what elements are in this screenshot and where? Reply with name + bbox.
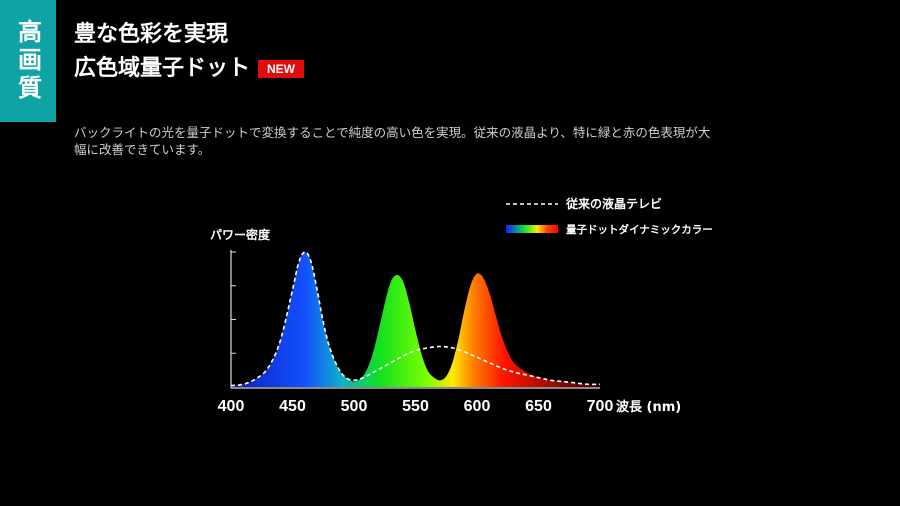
category-tag-label: 高画質 — [13, 19, 42, 103]
x-tick-label-450: 450 — [279, 398, 306, 415]
x-tick-labels: 400 450 500 550 600 650 700 — [218, 398, 614, 415]
x-tick-label-550: 550 — [402, 398, 429, 415]
x-tick-label-400: 400 — [218, 398, 245, 415]
series-quantum-dot-fill — [231, 251, 600, 387]
legend-label-quantum-dot: 量子ドットダイナミックカラー — [566, 223, 713, 236]
page-title: 豊な色彩を実現 広色域量子ドット NEW — [74, 18, 305, 86]
chart-legend: 従来の液晶テレビ 量子ドットダイナミックカラー — [506, 196, 713, 236]
legend-label-conventional: 従来の液晶テレビ — [565, 196, 662, 211]
x-axis-label: 波長 (nm) — [616, 399, 681, 415]
x-tick-label-650: 650 — [525, 398, 552, 415]
series-conventional-lcd-line — [230, 251, 601, 387]
title-line-1: 豊な色彩を実現 — [74, 22, 229, 47]
y-ticks — [231, 251, 236, 354]
description-text: バックライトの光を量子ドットで変換することで純度の高い色を実現。従来の液晶より、… — [74, 125, 711, 157]
new-badge: NEW — [258, 60, 305, 78]
y-axis-label: パワー密度 — [210, 227, 271, 242]
title-line-2: 広色域量子ドット — [74, 56, 251, 81]
category-tag: 高画質 — [0, 0, 56, 122]
x-tick-label-600: 600 — [464, 398, 491, 415]
x-tick-label-700: 700 — [587, 398, 614, 415]
x-tick-label-500: 500 — [341, 398, 368, 415]
legend-spectrum-swatch — [506, 225, 558, 233]
